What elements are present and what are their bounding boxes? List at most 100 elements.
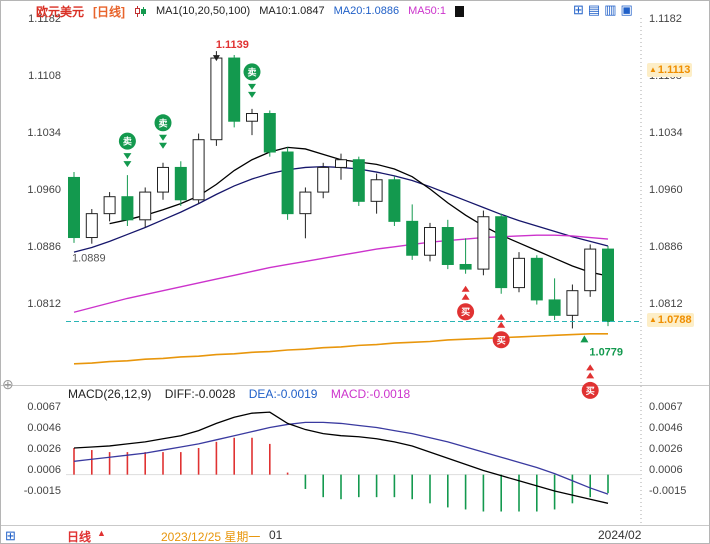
candle — [584, 244, 597, 297]
price-axis-label: 1.0960 — [649, 184, 683, 196]
candle — [317, 162, 330, 199]
candle — [174, 161, 187, 206]
ma20-value-label: MA20:1.0886 — [333, 5, 400, 17]
x-axis-tick-jan: 01 — [269, 528, 283, 542]
alert-price-value: 1.1113 — [657, 64, 691, 77]
candle — [513, 252, 525, 293]
candle — [335, 153, 347, 180]
split-horizontal-icon[interactable]: ▤ — [587, 2, 601, 17]
ma50-value-label: MA50:1 — [408, 5, 446, 17]
ma-settings-label: MA1(10,20,50,100) — [156, 5, 251, 17]
cascade-windows-icon[interactable]: ▣ — [620, 2, 633, 17]
ma100-line — [73, 333, 608, 365]
price-axis-label: 1.1182 — [28, 13, 61, 25]
price-axis-label: 1.0812 — [27, 298, 61, 310]
marker-label: 卖 — [247, 66, 256, 77]
kline-icon — [135, 5, 147, 17]
macd-histogram — [73, 437, 609, 512]
black-square-icon — [454, 5, 464, 17]
candle — [352, 156, 365, 206]
macd-axis-label: 0.0006 — [649, 464, 683, 476]
macd-axis-label: 0.0046 — [649, 422, 683, 434]
candle — [495, 213, 508, 294]
candle — [246, 108, 258, 136]
sell-marker: 卖 — [118, 132, 136, 168]
macd-axis-label: -0.0015 — [24, 485, 61, 497]
x-axis-tick-feb: 2024/02 — [598, 528, 642, 542]
candle — [548, 278, 561, 320]
candle — [139, 187, 152, 228]
marker-label: 买 — [586, 386, 595, 396]
symbol-name[interactable]: 欧元美元 — [36, 4, 85, 19]
marker-label: 卖 — [158, 117, 167, 128]
sell-marker: 卖 — [154, 114, 172, 149]
panel-grid-icon[interactable]: ⊞ — [5, 528, 16, 543]
alert-price-badge: ▲ 1.1113 — [647, 63, 693, 78]
candle — [103, 192, 116, 222]
macd-hist-value: MACD:-0.0018 — [330, 387, 411, 401]
alert-arrow-icon: ▲ — [649, 65, 657, 75]
marker-label: 卖 — [123, 136, 132, 147]
highlighted-date-label: 2023/12/25 星期一 — [161, 530, 261, 544]
macd-axis-label: 0.0026 — [649, 443, 683, 455]
candles-layer — [68, 51, 614, 329]
sell-marker: 卖 — [243, 63, 261, 98]
macd-diff-value: DIFF:-0.0028 — [164, 387, 236, 401]
macd-axis-label: 0.0046 — [27, 422, 61, 434]
macd-axis-label: 0.0006 — [27, 464, 61, 476]
ma10-value-label: MA10:1.0847 — [259, 5, 325, 17]
crosshair-icon[interactable]: ⊕ — [2, 376, 14, 392]
price-axis-label: 1.0886 — [649, 241, 683, 253]
bottom-bar: ⊞ 日线 ▲ 2023/12/25 星期一 01 2024/02 — [1, 526, 709, 544]
chart-header: 欧元美元 [日线] MA1(10,20,50,100) MA10:1.0847 … — [1, 2, 709, 20]
marker-label: 买 — [497, 335, 506, 345]
last-price-badge: ▲ 1.0788 — [647, 313, 694, 328]
layout-grid-icon[interactable]: ⊞ — [573, 2, 584, 17]
split-vertical-icon[interactable]: ▥ — [604, 2, 617, 17]
macd-axis-label: 0.0067 — [27, 401, 61, 413]
candle — [441, 219, 454, 270]
macd-axis-label: 0.0067 — [649, 401, 683, 413]
buy-marker: 买 — [457, 285, 475, 321]
period-tab-arrow-icon[interactable]: ▲ — [97, 528, 106, 538]
ma50-line — [73, 234, 609, 313]
last-price-arrow-icon: ▲ — [649, 315, 657, 325]
price-annotation: 1.0889 — [72, 253, 106, 265]
dea-line — [73, 421, 609, 495]
price-axis-label: 1.1182 — [649, 13, 682, 25]
chart-macd-divider — [1, 385, 709, 386]
candle — [477, 210, 490, 276]
buy-marker: 买 — [492, 313, 510, 349]
swing-low-arrow-icon — [580, 335, 589, 343]
candle — [406, 204, 419, 260]
candle — [85, 209, 98, 244]
window-layout-controls: ⊞ ▤ ▥ ▣ — [573, 2, 633, 17]
candle — [459, 238, 472, 274]
macd-axis-label: 0.0026 — [27, 443, 61, 455]
marker-label: 买 — [461, 307, 470, 317]
candle — [263, 110, 276, 157]
candle — [157, 162, 169, 200]
macd-legend: MACD(26,12,9) DIFF:-0.0028 DEA:-0.0019 M… — [68, 387, 420, 401]
macd-params-label: MACD(26,12,9) — [68, 387, 152, 401]
candle — [192, 133, 205, 204]
price-axis-label: 1.0886 — [27, 241, 61, 253]
period-tag[interactable]: [日线] — [93, 4, 126, 19]
candle — [370, 173, 383, 214]
macd-dea-value: DEA:-0.0019 — [248, 387, 318, 401]
candle — [121, 175, 134, 226]
price-annotation: 1.1139 — [216, 39, 249, 51]
candle — [281, 147, 294, 220]
period-tab-daily[interactable]: 日线 — [67, 530, 92, 544]
diff-line — [73, 411, 609, 504]
price-axis-label: 1.1034 — [27, 127, 61, 139]
bottom-divider — [1, 525, 709, 526]
price-axis-label: 1.1108 — [28, 70, 61, 82]
candle — [68, 172, 80, 243]
price-axis-label: 1.1034 — [649, 127, 683, 139]
buy-marker: 买 — [581, 364, 599, 399]
price-axis-label: 1.0960 — [27, 184, 61, 196]
macd-axis-label: -0.0015 — [649, 485, 686, 497]
